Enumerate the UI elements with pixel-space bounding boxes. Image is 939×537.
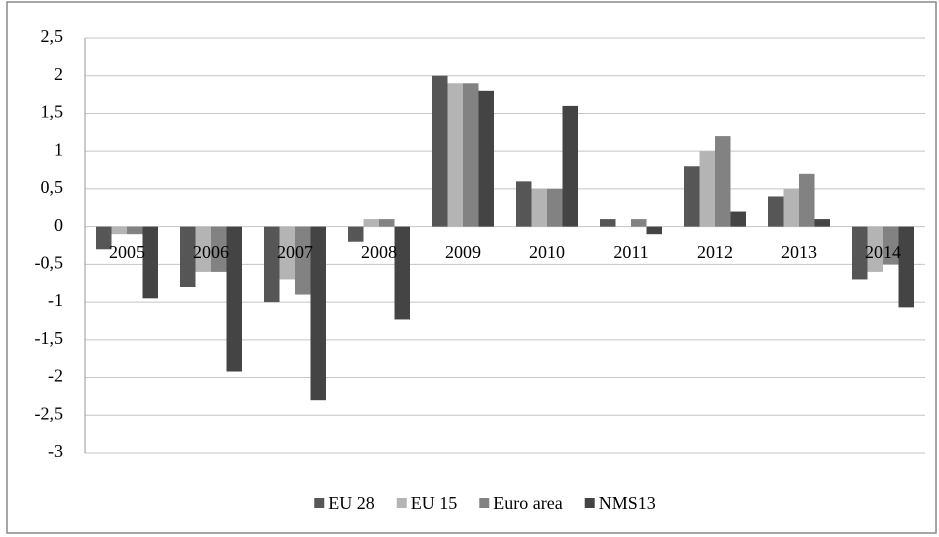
bar	[127, 226, 143, 235]
y-tick-label: 0,5	[41, 177, 64, 197]
bar	[600, 219, 616, 227]
bar	[684, 166, 700, 227]
y-tick-label: -2,5	[35, 403, 64, 423]
bar	[631, 219, 647, 227]
x-tick-label: 2007	[277, 242, 313, 262]
y-tick-label: -0,5	[35, 252, 64, 272]
bar	[363, 219, 379, 227]
bar	[379, 219, 395, 227]
bar	[96, 226, 112, 250]
x-tick-label: 2010	[529, 242, 565, 262]
bar	[195, 226, 211, 272]
bar	[295, 226, 311, 295]
bar	[432, 75, 448, 227]
bar	[226, 226, 242, 372]
bar	[279, 226, 295, 280]
legend-label: NMS13	[599, 493, 656, 513]
legend-label: EU 28	[328, 493, 375, 513]
bar	[463, 83, 479, 227]
legend-label: Euro area	[493, 493, 562, 513]
x-tick-label: 2013	[781, 242, 817, 262]
y-tick-label: 2	[54, 64, 63, 84]
bar	[211, 226, 227, 272]
bar	[814, 219, 830, 227]
bar	[447, 83, 463, 227]
x-tick-label: 2006	[193, 242, 229, 262]
bar	[562, 105, 578, 227]
bar	[264, 226, 280, 303]
legend-swatch	[314, 498, 325, 508]
y-tick-label: 0	[54, 215, 63, 235]
bar	[516, 181, 532, 227]
bar	[394, 226, 410, 320]
legend-swatch	[479, 498, 490, 508]
bar	[547, 188, 563, 227]
y-tick-label: 1,5	[41, 102, 64, 122]
x-tick-label: 2014	[865, 242, 901, 262]
bar	[348, 226, 364, 242]
bar	[715, 136, 731, 227]
y-tick-label: -1	[48, 290, 63, 310]
y-tick-label: -2	[48, 366, 63, 386]
bar	[799, 173, 815, 227]
bar	[180, 226, 196, 287]
y-tick-label: -1,5	[35, 328, 64, 348]
bar	[111, 226, 127, 235]
legend-label: EU 15	[411, 493, 458, 513]
bar	[531, 188, 547, 227]
bar	[783, 188, 799, 227]
y-tick-label: 2,5	[41, 26, 64, 46]
y-tick-label: -3	[48, 441, 63, 461]
legend-swatch	[396, 498, 407, 508]
bar	[867, 226, 883, 272]
bar	[478, 90, 494, 227]
bar	[852, 226, 868, 280]
bar	[142, 226, 158, 299]
bar	[646, 226, 662, 235]
bar	[730, 211, 746, 227]
bar	[699, 151, 715, 227]
bar	[883, 226, 899, 265]
bar	[898, 226, 914, 308]
bar	[768, 196, 784, 227]
x-tick-label: 2005	[109, 242, 145, 262]
x-tick-label: 2008	[361, 242, 397, 262]
bar	[310, 226, 326, 401]
x-tick-label: 2011	[613, 242, 648, 262]
x-tick-label: 2012	[697, 242, 733, 262]
x-tick-label: 2009	[445, 242, 481, 262]
y-tick-label: 1	[54, 139, 63, 159]
legend-swatch	[584, 498, 595, 508]
